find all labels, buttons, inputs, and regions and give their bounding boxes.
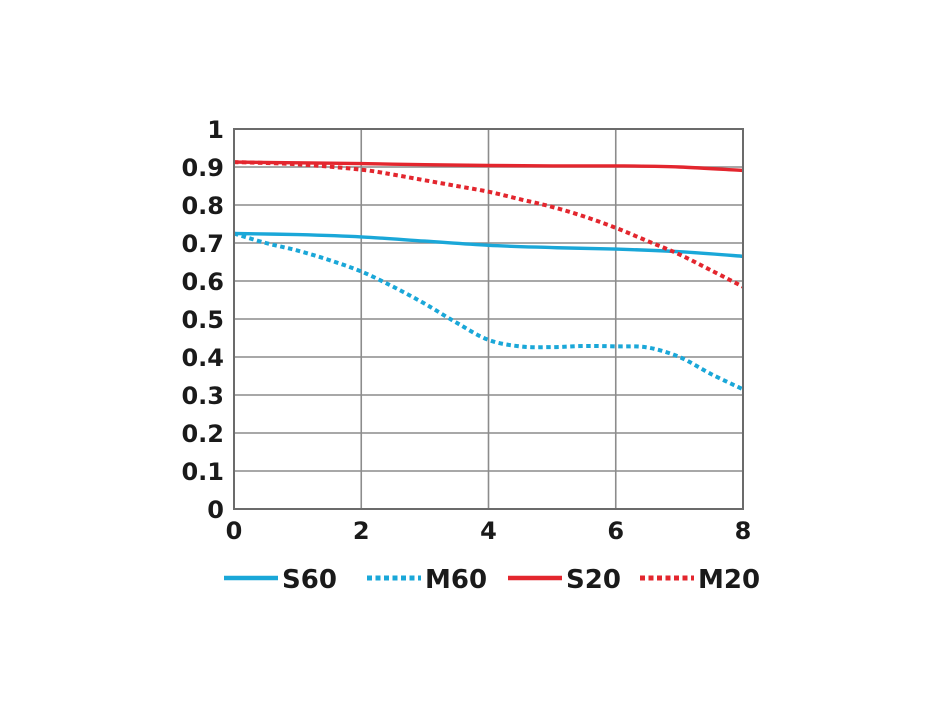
y-tick-label: 1	[207, 116, 224, 144]
legend-label-m20: M20	[698, 565, 760, 595]
x-tick-label: 2	[353, 517, 370, 545]
x-tick-label: 8	[735, 517, 752, 545]
series-line-s20	[233, 160, 744, 173]
y-tick-label: 0.5	[181, 306, 224, 334]
x-tick-label: 0	[226, 517, 243, 545]
y-tick-label: 0.3	[181, 382, 224, 410]
x-tick-label: 4	[480, 517, 497, 545]
y-tick-label: 0.8	[181, 192, 224, 220]
y-tick-label: 0.4	[181, 344, 224, 372]
legend-label-s20: S20	[566, 565, 621, 595]
grid	[233, 128, 744, 510]
y-tick-label: 0.7	[181, 230, 224, 258]
x-axis-ticks: 0 2 4 6 8	[226, 517, 752, 545]
series-line-m20	[233, 160, 744, 289]
legend-label-s60: S60	[282, 565, 337, 595]
y-axis-ticks: 0 0.1 0.2 0.3 0.4 0.5 0.6 0.7 0.8 0.9 1	[181, 116, 224, 524]
y-tick-label: 0	[207, 496, 224, 524]
y-tick-label: 0.9	[181, 154, 224, 182]
y-tick-label: 0.1	[181, 458, 224, 486]
series-line-m60	[233, 231, 744, 392]
series-lines	[233, 160, 744, 392]
legend: S60 M60 S20 M20	[224, 565, 760, 595]
series-line-s60	[233, 231, 744, 258]
y-tick-label: 0.6	[181, 268, 224, 296]
legend-label-m60: M60	[425, 565, 487, 595]
plot-frame	[233, 128, 744, 510]
x-tick-label: 6	[607, 517, 624, 545]
y-tick-label: 0.2	[181, 420, 224, 448]
